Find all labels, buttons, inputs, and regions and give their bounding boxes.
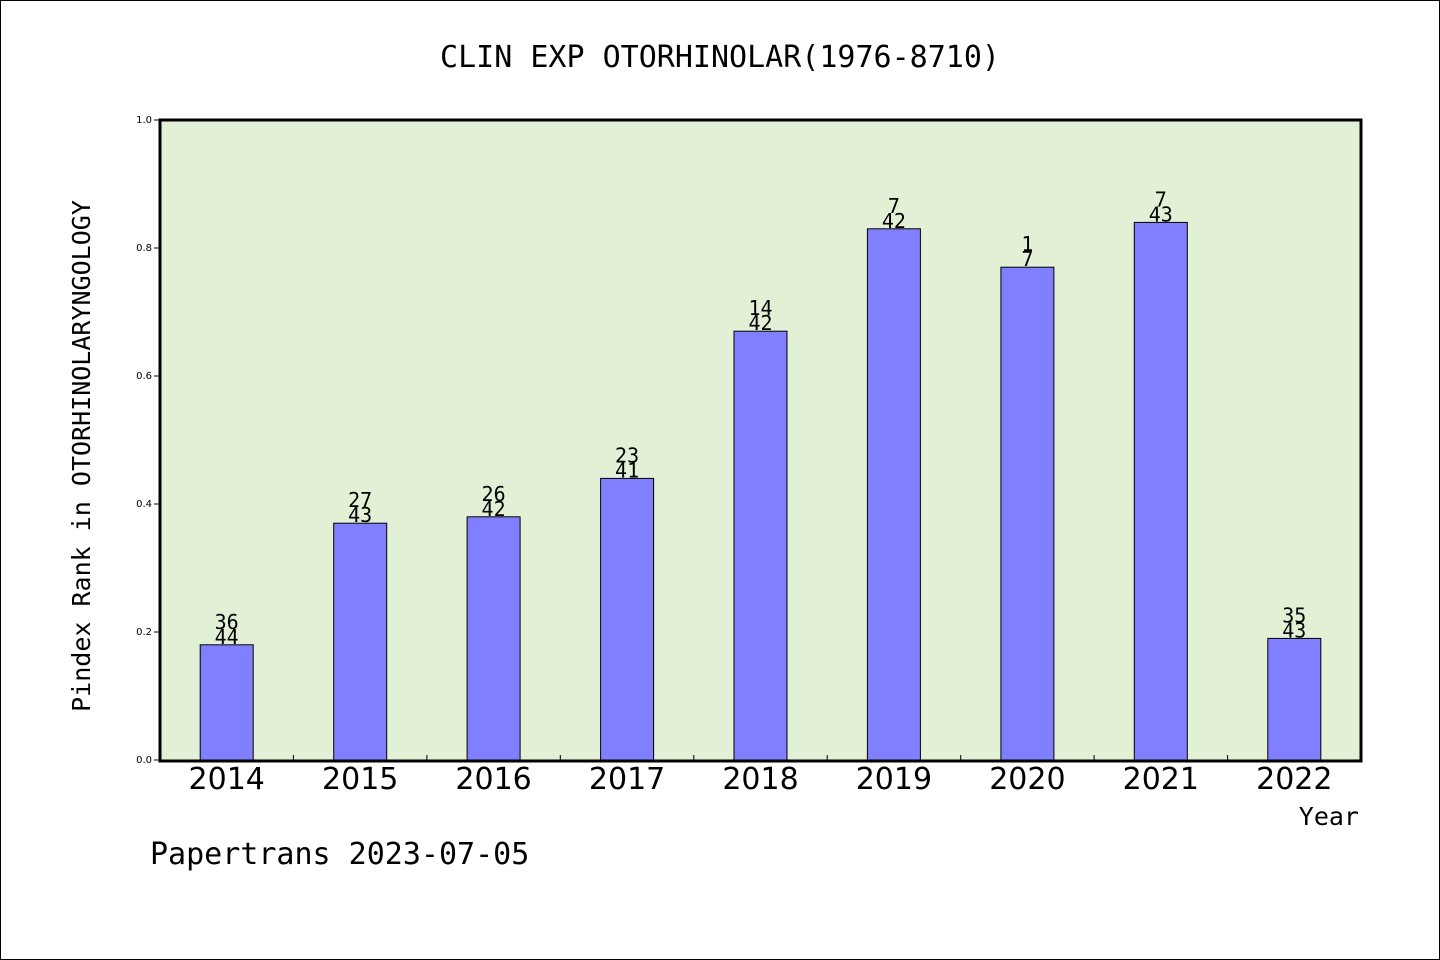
footer-credit: Papertrans 2023-07-05 (150, 837, 529, 872)
bar-rank-label: 7 (1155, 187, 1167, 211)
bar-total-label: 43 (1149, 202, 1173, 226)
bar-2020 (1000, 266, 1055, 761)
bar-rank-label: 35 (1282, 603, 1306, 627)
bar-rank-label: 1 (1021, 232, 1033, 256)
bar-2014 (199, 644, 254, 761)
y-tick-label: 0.2 (136, 627, 152, 638)
y-tick-label: 0.8 (136, 243, 152, 254)
x-tick-label: 2020 (989, 762, 1065, 797)
bar-2016 (466, 516, 521, 761)
y-tick-label: 0.6 (136, 371, 152, 382)
bar-total-label: 42 (748, 311, 772, 335)
bar-rank-label: 23 (615, 443, 639, 467)
plot-border (158, 118, 1363, 763)
x-tick-label: 2017 (589, 762, 665, 797)
bar-rank-label: 26 (482, 482, 506, 506)
x-axis: 2014 2015 2016 2017 2018 2019 2020 2021 2022 (189, 755, 1332, 797)
bar-total-label: 41 (615, 458, 639, 482)
x-tick-label: 2016 (455, 762, 531, 797)
bar-total-label: 43 (348, 503, 372, 527)
x-tick-label: 2015 (322, 762, 398, 797)
y-axis-label: Pindex Rank in OTORHINOLARYNGOLOGY (67, 200, 96, 712)
bar-rank-label: 7 (888, 194, 900, 218)
x-tick-label: 2021 (1123, 762, 1199, 797)
bar-2019 (866, 228, 921, 761)
bar-2022 (1267, 637, 1322, 761)
y-axis: 0.0 0.2 0.4 0.6 0.8 1.0 (136, 115, 160, 766)
bar-total-label: 42 (482, 497, 506, 521)
bar-total-label: 42 (882, 209, 906, 233)
bar-rank-label: 36 (215, 610, 239, 634)
x-tick-label: 2022 (1256, 762, 1332, 797)
bar-rank-label: 14 (748, 296, 772, 320)
bar-rank-label: 27 (348, 488, 372, 512)
x-tick-label: 2018 (722, 762, 798, 797)
y-tick-label: 1.0 (136, 115, 152, 126)
bar-total-label: 7 (1021, 247, 1033, 271)
x-tick-label: 2014 (189, 762, 265, 797)
bar-2017 (600, 477, 655, 761)
bars-group (199, 221, 1322, 761)
bar-total-label: 44 (215, 625, 239, 649)
bar-2015 (333, 522, 388, 761)
bar-2018 (733, 330, 788, 761)
x-tick-label: 2019 (856, 762, 932, 797)
chart-title: CLIN EXP OTORHINOLAR(1976-8710) (440, 40, 1000, 75)
y-tick-label: 0.4 (136, 499, 152, 510)
x-axis-label: Year (1299, 802, 1359, 831)
bar-2021 (1133, 221, 1188, 761)
y-tick-label: 0.0 (136, 755, 152, 766)
bar-total-label: 43 (1282, 618, 1306, 642)
